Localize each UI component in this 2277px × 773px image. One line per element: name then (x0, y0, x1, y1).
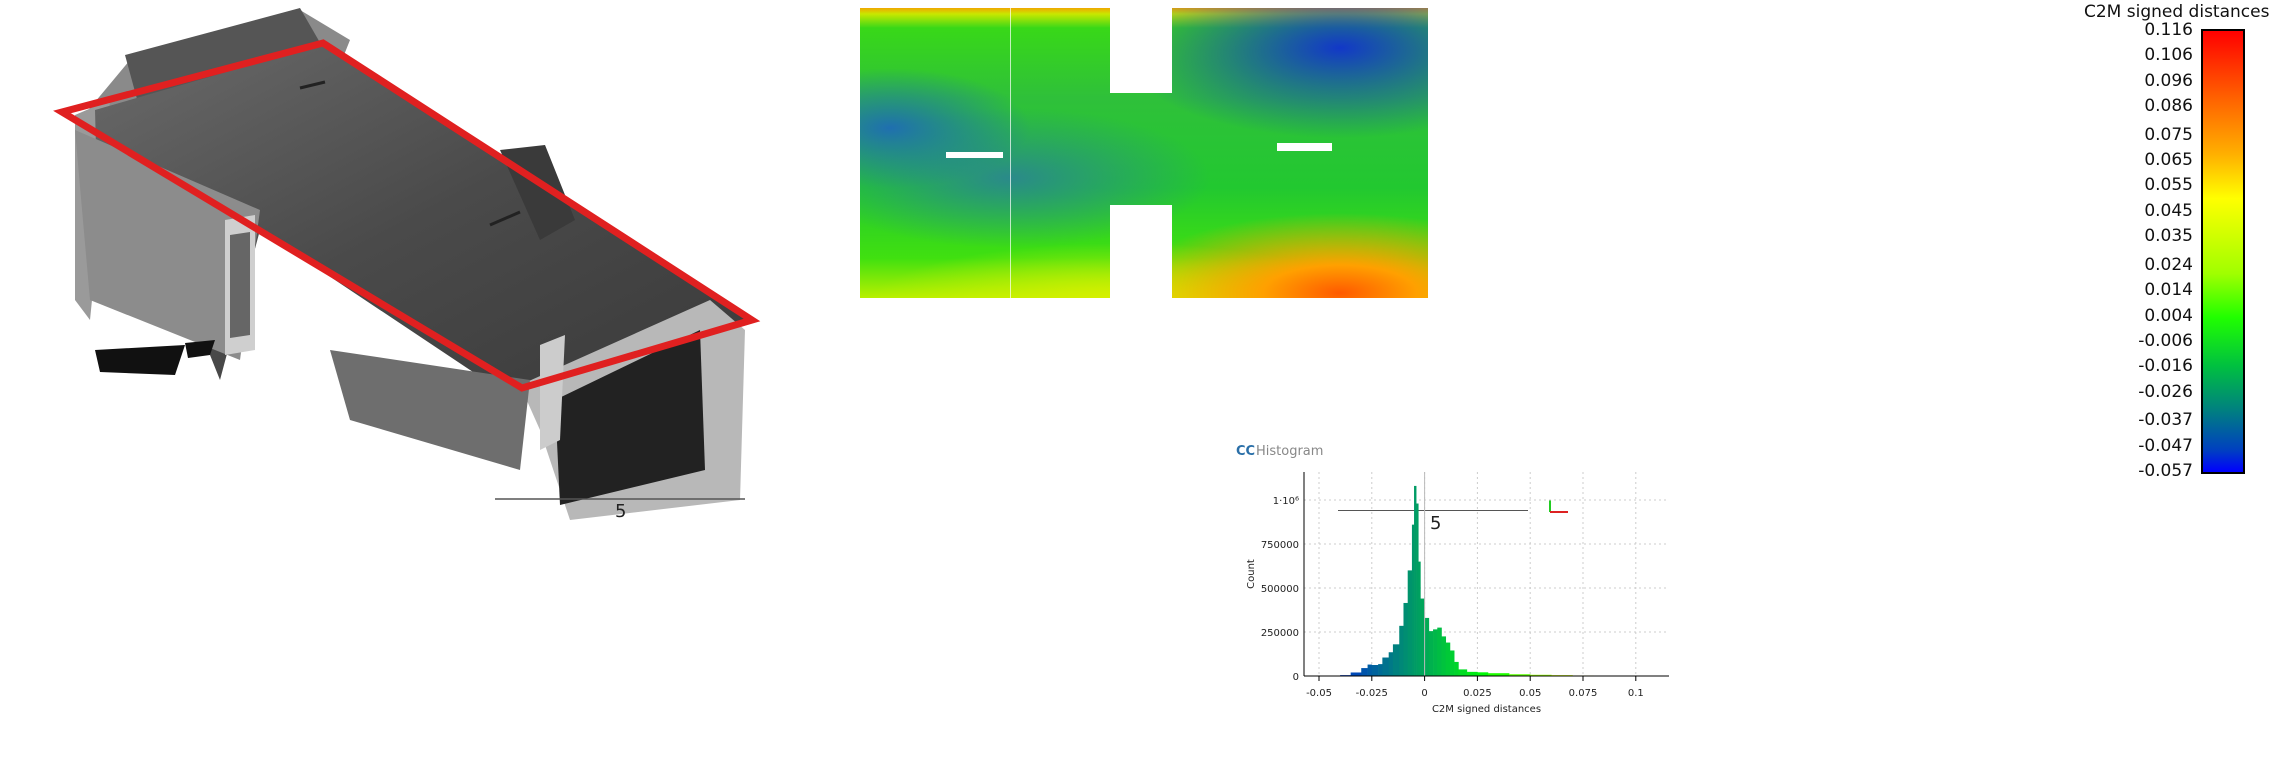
colorbar-tick-label: 0.045 (2144, 200, 2193, 221)
histogram-bar (1433, 629, 1438, 676)
scale-label: 5 (615, 501, 626, 522)
histogram-bar (1378, 664, 1383, 676)
x-tick-label: 0 (1421, 688, 1427, 699)
histogram-bar (1418, 561, 1421, 676)
histogram-bar (1530, 674, 1552, 676)
cloudcompare-logo-icon: CC (1236, 444, 1256, 459)
colorbar-tick-label: 0.035 (2144, 226, 2193, 247)
colorbar-tick-label: -0.037 (2138, 410, 2193, 431)
histogram-bar (1458, 669, 1468, 676)
colorbar-tick-label: -0.057 (2138, 461, 2193, 481)
heatmap-gap-top (1110, 8, 1172, 93)
histogram-bar (1449, 650, 1455, 676)
deviation-heatmap[interactable] (860, 8, 1428, 298)
histogram-bar (1392, 644, 1400, 676)
y-tick-label: 750000 (1261, 540, 1299, 551)
x-tick-label: -0.025 (1356, 688, 1388, 699)
colorbar-tick-label: -0.006 (2138, 330, 2193, 351)
histogram-bar (1367, 664, 1373, 676)
histogram-bar (1371, 665, 1379, 676)
scalar-field-title: C2M signed distances (2084, 2, 2270, 22)
colorbar-tick-label: 0.014 (2144, 280, 2193, 300)
axis-triad-icon (1549, 500, 1568, 513)
histogram-bar (1454, 661, 1459, 676)
colorbar-tick-label: 0.075 (2144, 124, 2193, 145)
x-tick-label: 0.025 (1463, 688, 1492, 699)
histogram-bar (1420, 598, 1425, 676)
histogram-bar (1441, 636, 1447, 676)
x-tick-label: 0.05 (1519, 688, 1541, 699)
histogram-bar (1466, 671, 1478, 676)
histogram-bar (1477, 672, 1489, 676)
histogram-bar (1388, 652, 1394, 676)
heatmap-seam-line (1010, 8, 1011, 298)
y-tick-label: 500000 (1261, 584, 1299, 595)
colorbar-tick-label: 0.065 (2144, 150, 2193, 170)
histogram-bar (1424, 617, 1430, 676)
section-outline (53, 39, 761, 392)
histogram-bar (1437, 627, 1442, 676)
colorbar-tick-label: 0.096 (2144, 70, 2193, 91)
color-scale-bar (2201, 29, 2245, 474)
x-axis-label: C2M signed distances (1432, 704, 1541, 715)
histogram-bar (1350, 672, 1362, 676)
colorbar-tick-label: 0.086 (2144, 96, 2193, 117)
tunnel-model (75, 8, 750, 520)
y-tick-label: 250000 (1261, 628, 1299, 639)
histogram-bar (1487, 673, 1510, 676)
colorbar-tick-label: -0.026 (2138, 381, 2193, 402)
point-cloud-3d-view[interactable]: 5 (0, 0, 840, 773)
histogram-bar (1428, 631, 1434, 676)
histogram-bar (1382, 657, 1389, 676)
colorbar-tick-label: 0.055 (2144, 175, 2193, 196)
heatmap-hole (1277, 143, 1332, 151)
histogram-bar (1414, 485, 1417, 676)
heatmap-gap-bottom (1110, 205, 1172, 298)
y-tick-label: 1·10⁶ (1273, 496, 1299, 507)
histogram-bar (1411, 524, 1415, 676)
x-tick-label: 0.1 (1628, 688, 1644, 699)
histogram-bar (1403, 602, 1409, 676)
x-tick-label: -0.05 (1306, 688, 1332, 699)
histogram-bar (1407, 570, 1413, 676)
histogram-bar (1416, 503, 1419, 676)
heatmap-hole (946, 152, 1003, 158)
y-tick-label: 0 (1293, 672, 1299, 683)
histogram-bar (1509, 674, 1531, 676)
histogram-bar (1361, 668, 1368, 676)
colorbar-tick-label: 0.116 (2144, 20, 2193, 40)
colorbar-tick-label: -0.047 (2138, 435, 2193, 456)
histogram-bar (1445, 642, 1451, 676)
histogram-chart: -0.05 -0.025 0 0.025 0.05 0.075 0.1 0 250000 5000… (1246, 472, 1669, 715)
histogram-title: Histogram (1256, 444, 1324, 459)
y-axis-label: Count (1246, 559, 1257, 589)
scale-label-right: 5 (1430, 513, 1442, 534)
colorbar-tick-label: 0.106 (2144, 45, 2193, 66)
colorbar-tick-label: -0.016 (2138, 356, 2193, 377)
colorbar-tick-label: 0.004 (2144, 305, 2193, 326)
histogram-bar (1399, 625, 1404, 676)
scale-bar-right (1338, 510, 1528, 511)
colorbar-tick-label: 0.024 (2144, 254, 2193, 275)
x-tick-label: 0.075 (1569, 688, 1598, 699)
